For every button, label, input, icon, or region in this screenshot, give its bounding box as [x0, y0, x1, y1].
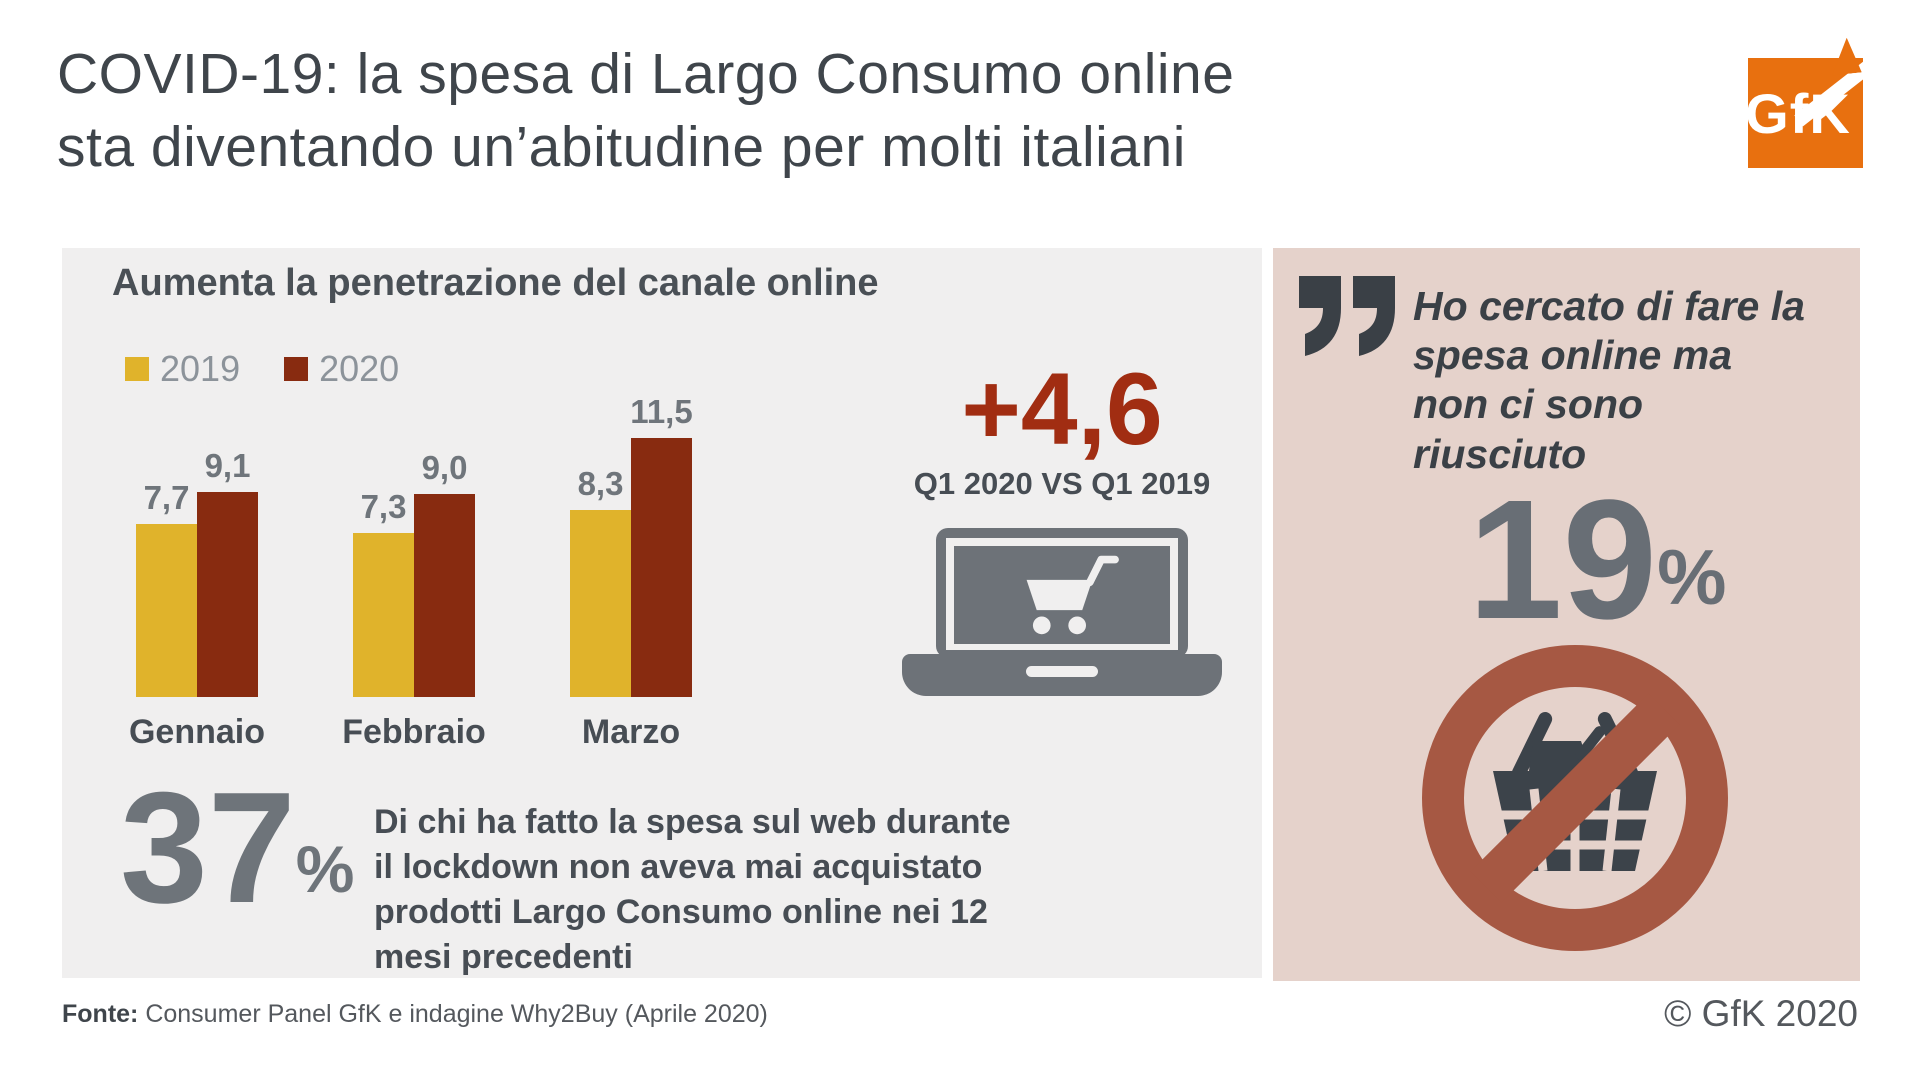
bar-group-Febbraio: 7,3 9,0 Febbraio — [342, 449, 486, 751]
gfk-logo-text: GfK — [1745, 81, 1851, 145]
quote-icon — [1299, 276, 1395, 356]
quote-text: Ho cercato di fare la spesa online ma no… — [1413, 283, 1805, 477]
bar-group-Marzo: 8,3 11,5 Marzo — [570, 393, 693, 751]
bar-2019 — [570, 510, 631, 697]
bar-2020 — [414, 494, 475, 697]
quote-panel: Ho cercato di fare la spesa online ma no… — [1273, 248, 1860, 981]
legend-swatch — [284, 357, 309, 381]
shopping-cart-icon — [1026, 555, 1119, 635]
page-title-line2: sta diventando un’abitudine per molti it… — [57, 115, 1186, 179]
bar-value: 7,7 — [143, 479, 190, 516]
month-label: Gennaio — [128, 713, 266, 751]
legend-item-2020: 2020 — [284, 348, 399, 390]
bar-value: 7,3 — [360, 488, 407, 525]
month-label: Febbraio — [342, 713, 486, 751]
online-penetration-panel: Aumenta la penetrazione del canale onlin… — [62, 248, 1262, 978]
stat-37: 37 % — [120, 760, 355, 936]
bar-value: 11,5 — [630, 393, 693, 430]
legend-label: 2019 — [160, 348, 241, 389]
bar-2020 — [197, 492, 258, 697]
bar-2019 — [136, 524, 197, 697]
bar-group-Gennaio: 7,7 9,1 Gennaio — [129, 447, 265, 751]
gfk-logo: GfK — [1745, 38, 1866, 170]
delta-value: +4,6 — [961, 352, 1163, 466]
stat-37-text: Di chi ha fatto la spesa sul web durante… — [374, 803, 1011, 976]
gfk-logo-square — [1748, 58, 1863, 168]
bar-2019 — [353, 533, 414, 697]
stat-37-unit: % — [295, 832, 355, 907]
laptop-base — [902, 654, 1222, 696]
stat-19: 19 % — [1468, 465, 1727, 655]
laptop-screen — [936, 528, 1188, 658]
legend-swatch — [125, 357, 149, 381]
bar-value: 9,1 — [204, 447, 251, 484]
legend-item-2019: 2019 — [125, 348, 240, 390]
laptop-cart-icon — [902, 528, 1222, 696]
delta-caption: Q1 2020 VS Q1 2019 — [913, 466, 1211, 501]
delta-block: +4,6 Q1 2020 VS Q1 2019 — [862, 358, 1262, 696]
copyright: © GfK 2020 — [1664, 993, 1858, 1034]
no-online-shopping-icon — [1422, 645, 1728, 951]
chart-title: Aumenta la penetrazione del canale onlin… — [112, 262, 879, 304]
bar-chart: 7,7 9,1 Gennaio 7,3 9,0 Febbraio 8,3 11,5 Marzo — [129, 388, 693, 751]
stat-37-value: 37 — [120, 760, 296, 936]
chart-legend: 2019 2020 — [125, 348, 399, 390]
stat-19-value: 19 — [1468, 465, 1658, 655]
legend-label: 2020 — [319, 348, 400, 389]
page-title-line1: COVID-19: la spesa di Largo Consumo onli… — [57, 42, 1235, 106]
bar-value: 8,3 — [577, 465, 624, 502]
source-label: Fonte: — [62, 1000, 139, 1028]
source-text: Consumer Panel GfK e indagine Why2Buy (A… — [138, 1000, 768, 1028]
bar-value: 9,0 — [421, 449, 468, 486]
stat-19-unit: % — [1657, 532, 1727, 621]
month-label: Marzo — [581, 713, 681, 751]
page-title: COVID-19: la spesa di Largo Consumo onli… — [57, 38, 1234, 184]
source-note: Fonte: Consumer Panel GfK e indagine Why… — [62, 1000, 768, 1029]
bar-2020 — [631, 438, 692, 697]
